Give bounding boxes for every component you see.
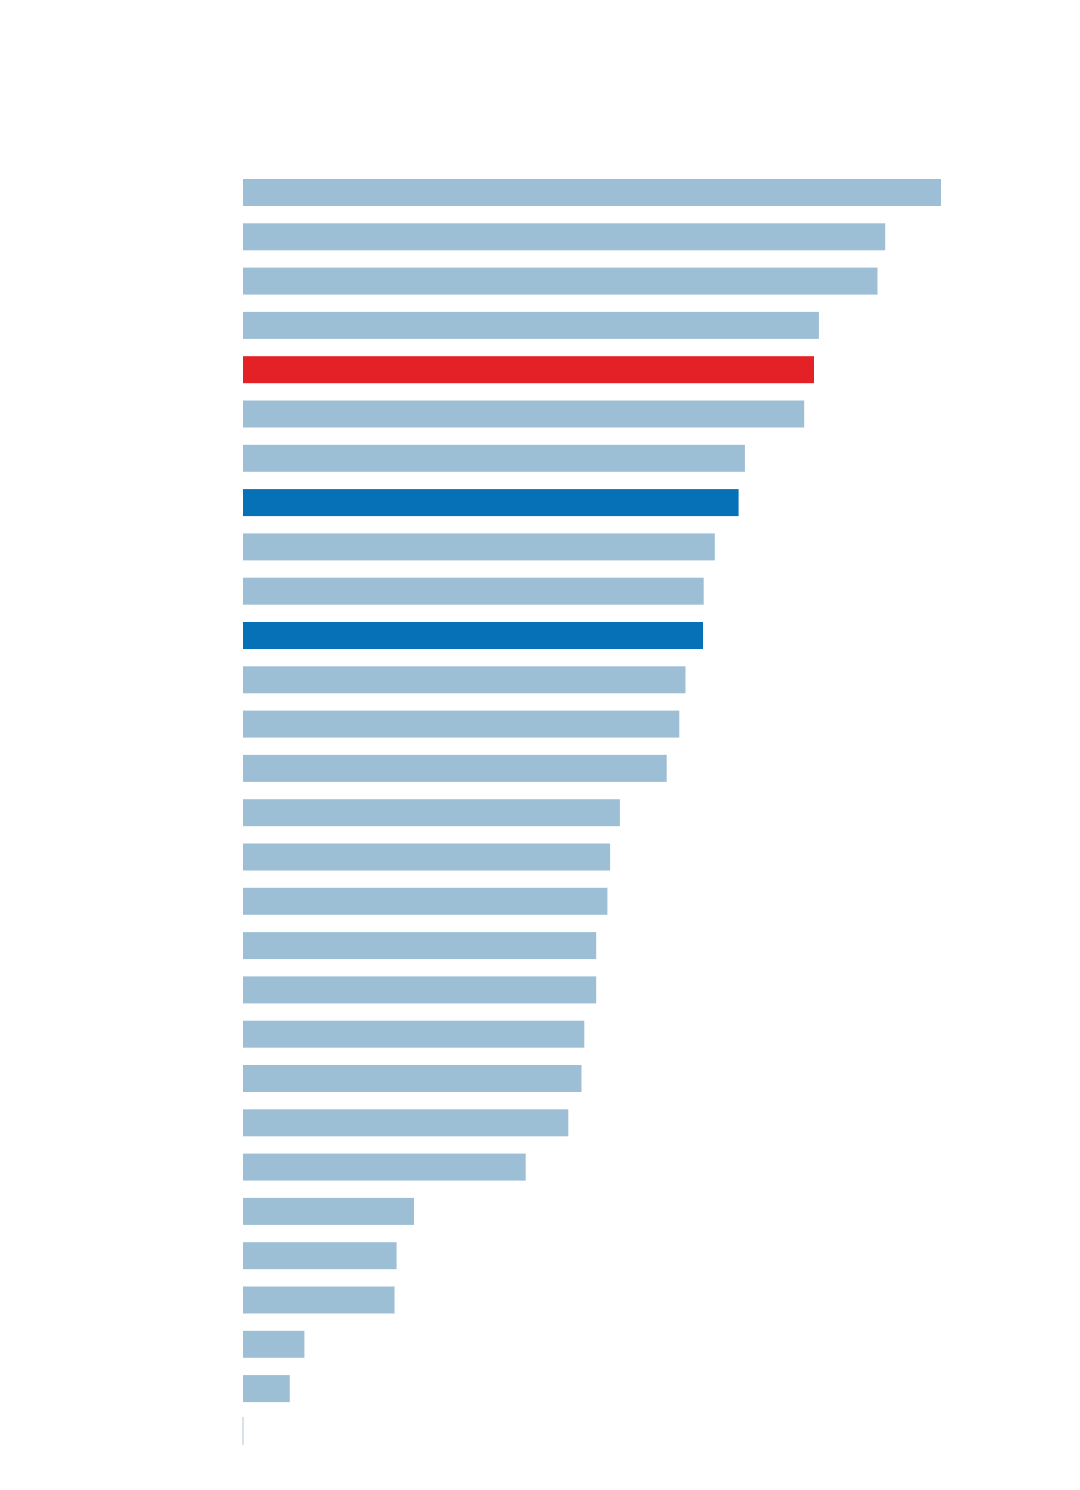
bar-19 [243, 976, 597, 1004]
bar-4 [243, 311, 819, 339]
bar-11 [243, 622, 703, 649]
bar-27 [243, 1330, 305, 1358]
bar-2 [243, 223, 886, 251]
bar-1 [243, 179, 941, 206]
bar-12 [243, 666, 686, 694]
bar-23 [243, 1153, 526, 1181]
bar-26 [243, 1286, 395, 1314]
bar-18 [243, 932, 597, 960]
bar-15 [243, 799, 620, 827]
bar-10 [243, 577, 704, 605]
bar-22 [243, 1109, 569, 1137]
bar-21 [243, 1065, 582, 1092]
bar-9 [243, 533, 715, 561]
bar-17 [243, 887, 608, 915]
bar-24 [243, 1197, 414, 1225]
bar-6 [243, 400, 805, 428]
bar-8 [243, 489, 739, 517]
bar-3 [243, 267, 878, 295]
bar-20 [243, 1020, 585, 1048]
bar-16 [243, 843, 611, 871]
bar-7 [243, 444, 745, 472]
bar-25 [243, 1242, 397, 1270]
bar-28 [243, 1375, 290, 1403]
bar-14 [243, 754, 667, 782]
bars-group [243, 179, 941, 1403]
bar-5 [243, 356, 814, 384]
bar-13 [243, 710, 680, 738]
